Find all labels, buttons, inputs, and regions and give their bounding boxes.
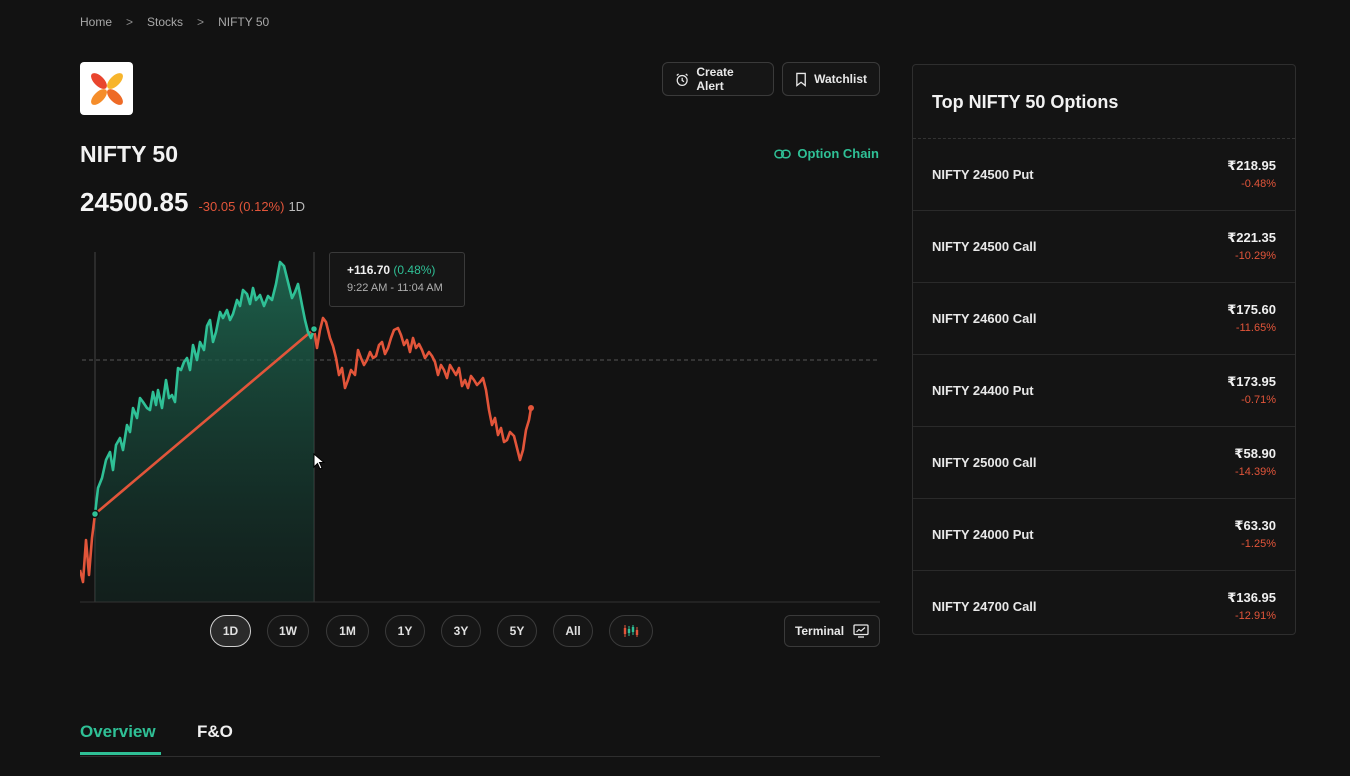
option-change: -14.39% (1235, 466, 1276, 478)
option-price: ₹58.90 (1234, 446, 1276, 461)
active-tab-indicator (80, 752, 161, 755)
alarm-clock-icon (676, 72, 688, 86)
watchlist-label: Watchlist (814, 72, 867, 86)
breadcrumb-home[interactable]: Home (80, 15, 113, 29)
change-period: 1D (288, 199, 306, 214)
breadcrumb: Home > Stocks > NIFTY 50 (80, 15, 269, 29)
bookmark-icon (796, 72, 806, 87)
chart-tooltip: +116.70 (0.48%) 9:22 AM - 11:04 AM (329, 252, 465, 307)
candlestick-icon (623, 625, 639, 637)
terminal-button[interactable]: Terminal (784, 615, 880, 647)
range-button-3y[interactable]: 3Y (441, 615, 481, 647)
option-name: NIFTY 24600 Call (932, 311, 1037, 326)
tab-overview[interactable]: Overview (80, 722, 156, 741)
range-button-1w[interactable]: 1W (267, 615, 309, 647)
option-change: -1.25% (1241, 538, 1276, 550)
option-price: ₹221.35 (1227, 230, 1276, 245)
option-price: ₹63.30 (1234, 518, 1276, 533)
breadcrumb-current: NIFTY 50 (218, 15, 270, 29)
option-name: NIFTY 24700 Call (932, 599, 1037, 614)
option-name: NIFTY 24400 Put (932, 383, 1034, 398)
terminal-label: Terminal (794, 624, 845, 638)
current-price: 24500.85 (80, 187, 189, 217)
option-change: -10.29% (1235, 250, 1276, 262)
option-change: -0.48% (1241, 178, 1276, 190)
section-tabs: Overview F&O (80, 712, 880, 757)
monitor-chart-icon (853, 624, 869, 638)
breadcrumb-stocks[interactable]: Stocks (147, 15, 184, 29)
range-button-1y[interactable]: 1Y (385, 615, 425, 647)
instrument-name: NIFTY 50 (80, 141, 178, 167)
option-name: NIFTY 24000 Put (932, 527, 1034, 542)
option-price: ₹173.95 (1227, 374, 1276, 389)
range-button-1m[interactable]: 1M (326, 615, 369, 647)
option-chain-link[interactable]: Option Chain (774, 146, 879, 161)
tooltip-percent: (0.48%) (393, 263, 436, 277)
option-price: ₹175.60 (1227, 302, 1276, 317)
option-change: -11.65% (1235, 322, 1276, 334)
option-price: ₹218.95 (1227, 158, 1276, 173)
option-price: ₹136.95 (1227, 590, 1276, 605)
price-change: -30.05 (0.12%) (198, 199, 285, 214)
option-row[interactable]: NIFTY 24500 Put ₹218.95 -0.48% (913, 139, 1295, 211)
option-row[interactable]: NIFTY 24500 Call ₹221.35 -10.29% (913, 211, 1295, 283)
range-button-5y[interactable]: 5Y (497, 615, 537, 647)
tab-fo[interactable]: F&O (197, 722, 233, 741)
top-options-header: Top NIFTY 50 Options (913, 65, 1295, 139)
create-alert-label: Create Alert (696, 65, 734, 93)
selection-area (95, 262, 314, 602)
latest-price-marker (528, 405, 534, 411)
option-name: NIFTY 25000 Call (932, 455, 1037, 470)
selection-start-marker (90, 509, 100, 519)
nifty-logo-icon (90, 72, 123, 105)
option-row[interactable]: NIFTY 24700 Call ₹136.95 -12.91% (913, 571, 1295, 642)
option-name: NIFTY 24500 Put (932, 167, 1034, 182)
nifty-logo (80, 62, 133, 115)
price-summary: 24500.85 -30.05 (0.12%) 1D (80, 187, 305, 218)
top-options-panel: Top NIFTY 50 Options NIFTY 24500 Put ₹21… (912, 64, 1296, 635)
option-row[interactable]: NIFTY 24600 Call ₹175.60 -11.65% (913, 283, 1295, 355)
selection-end-marker (309, 324, 319, 334)
range-button-all[interactable]: All (553, 615, 593, 647)
mouse-cursor-icon (313, 453, 325, 470)
option-chain-label: Option Chain (797, 146, 879, 161)
option-row[interactable]: NIFTY 25000 Call ₹58.90 -14.39% (913, 427, 1295, 499)
option-row[interactable]: NIFTY 24000 Put ₹63.30 -1.25% (913, 499, 1295, 571)
link-icon (774, 148, 792, 159)
breadcrumb-separator: > (126, 15, 134, 29)
create-alert-button[interactable]: Create Alert (662, 62, 774, 96)
option-change: -0.71% (1241, 394, 1276, 406)
range-button-1d[interactable]: 1D (210, 615, 251, 647)
watchlist-button[interactable]: Watchlist (782, 62, 880, 96)
breadcrumb-separator: > (197, 15, 205, 29)
candlestick-toggle-button[interactable] (609, 615, 653, 647)
price-line-down (80, 316, 533, 584)
price-chart[interactable] (80, 250, 880, 605)
option-change: -12.91% (1235, 610, 1276, 622)
top-options-title: Top NIFTY 50 Options (932, 92, 1119, 112)
option-name: NIFTY 24500 Call (932, 239, 1037, 254)
price-line-up (93, 260, 316, 515)
tooltip-change: +116.70 (347, 263, 391, 277)
tooltip-time-range: 9:22 AM - 11:04 AM (347, 282, 443, 294)
option-row[interactable]: NIFTY 24400 Put ₹173.95 -0.71% (913, 355, 1295, 427)
